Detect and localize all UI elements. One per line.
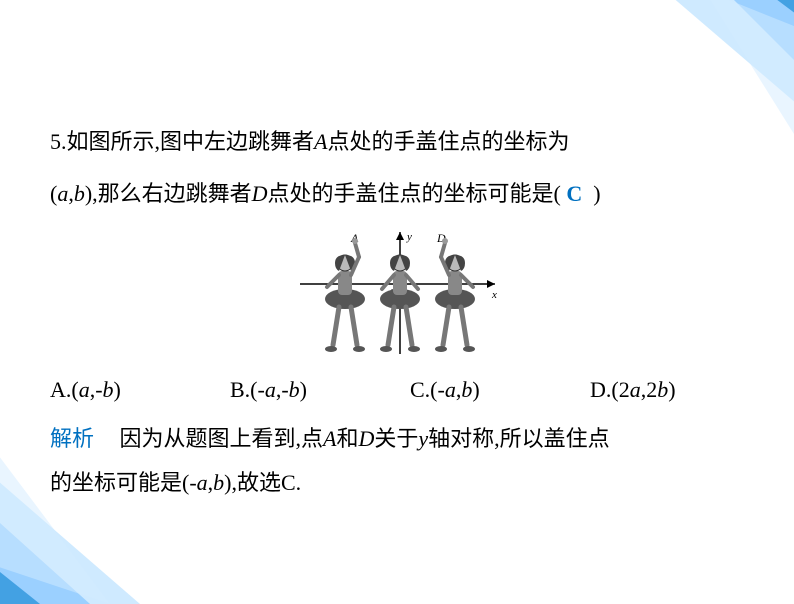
q-b: b [74,181,85,206]
figure-container: x y O A D [50,224,750,369]
ana-A: A [323,426,336,451]
ana-line2-post: ),故选C. [224,470,301,495]
q-paren-close: ) [593,181,600,206]
answer-letter: C [566,181,582,206]
ana-1: 因为从题图上看到,点 [120,426,324,451]
slide-content: 5.如图所示,图中左边跳舞者A点处的手盖住点的坐标为 (a,b),那么右边跳舞者… [50,120,750,505]
ana-D: D [359,426,375,451]
x-label: x [491,289,497,301]
dancer-left [325,238,365,352]
question-line-1: 5.如图所示,图中左边跳舞者A点处的手盖住点的坐标为 [50,120,750,164]
option-B: B.(-a,-b) [230,377,410,403]
q-pointD: D [252,181,268,206]
analysis-block: 解析 因为从题图上看到,点A和D关于y轴对称,所以盖住点 的坐标可能是(-a,b… [50,417,750,505]
q-pointA: A [314,129,327,154]
ana-3: 关于 [374,426,418,451]
question-number: 5. [50,129,67,154]
analysis-label: 解析 [50,426,94,451]
question-line-2: (a,b),那么右边跳舞者D点处的手盖住点的坐标可能是( C ) [50,172,750,216]
y-label: y [406,231,412,243]
ana-a: a [197,470,208,495]
x-arrow [487,280,495,288]
ana-y: y [418,426,428,451]
q-text-2: 点处的手盖住点的坐标为 [327,129,569,154]
q-text-3: ),那么右边跳舞者 [85,181,252,206]
q-text-4: 点处的手盖住点的坐标可能是( [268,181,561,206]
option-A: A.(a,-b) [50,377,230,403]
ana-line2-pre: 的坐标可能是(- [50,470,197,495]
option-D: D.(2a,2b) [590,377,750,403]
options-row: A.(a,-b) B.(-a,-b) C.(-a,b) D.(2a,2b) [50,377,750,403]
ana-2: 和 [336,426,358,451]
ana-b: b [213,470,224,495]
q-text-1: 如图所示,图中左边跳舞者 [67,129,315,154]
q-a: a [57,181,68,206]
y-arrow [396,232,404,240]
dancers-figure: x y O A D [295,224,505,364]
dancer-right [435,238,475,352]
ana-4: 轴对称,所以盖住点 [428,426,610,451]
option-C: C.(-a,b) [410,377,590,403]
